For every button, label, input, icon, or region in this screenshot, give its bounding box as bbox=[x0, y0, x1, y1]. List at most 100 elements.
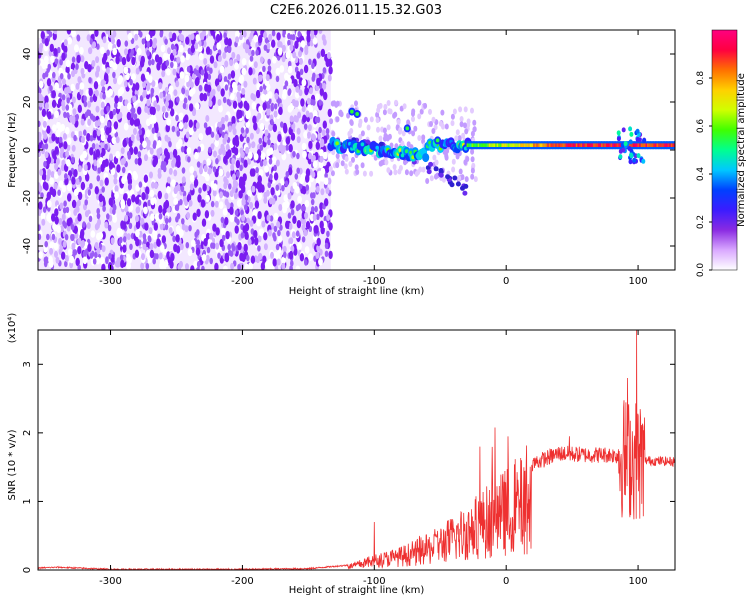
noise-cell bbox=[224, 133, 229, 141]
noise-cell bbox=[76, 54, 81, 64]
noise-cell bbox=[151, 127, 156, 134]
noise-cell bbox=[222, 208, 228, 216]
noise-cell bbox=[213, 150, 217, 158]
noise-cell bbox=[215, 227, 220, 236]
noise-cell bbox=[287, 212, 292, 219]
noise-cell bbox=[127, 32, 133, 41]
noise-cell bbox=[260, 262, 266, 270]
noise-cell bbox=[54, 208, 59, 217]
noise-cell bbox=[66, 97, 70, 104]
signal-halo-cell bbox=[401, 130, 406, 137]
steady-band-core bbox=[479, 143, 482, 147]
noise-cell bbox=[113, 177, 118, 185]
noise-cell bbox=[141, 192, 146, 201]
noise-cell bbox=[240, 209, 244, 216]
noise-cell bbox=[227, 73, 232, 80]
disturbance-cell bbox=[642, 138, 647, 144]
noise-cell bbox=[161, 70, 166, 78]
noise-cell bbox=[106, 49, 110, 56]
noise-cell bbox=[51, 133, 56, 142]
noise-cell bbox=[116, 101, 122, 110]
noise-cell bbox=[124, 214, 129, 222]
noise-cell bbox=[66, 30, 72, 35]
noise-cell bbox=[320, 48, 326, 58]
noise-cell bbox=[244, 231, 249, 240]
noise-cell bbox=[312, 192, 316, 199]
noise-cell bbox=[149, 171, 153, 179]
disturbance-cell bbox=[623, 141, 628, 147]
noise-cell bbox=[159, 223, 164, 231]
noise-cell bbox=[42, 72, 46, 80]
noise-cell bbox=[210, 209, 215, 217]
noise-cell bbox=[290, 245, 295, 253]
noise-cell bbox=[114, 95, 119, 104]
noise-cell bbox=[165, 151, 170, 160]
signal-halo-cell bbox=[472, 126, 477, 133]
steady-band-core bbox=[598, 143, 601, 147]
noise-cell bbox=[95, 149, 101, 158]
noise-cell bbox=[287, 65, 293, 74]
noise-cell bbox=[206, 158, 212, 166]
noise-cell bbox=[187, 156, 191, 163]
snr-y-axis-label: SNR (10 * v/v) bbox=[7, 429, 18, 500]
signal-halo-cell bbox=[351, 156, 355, 163]
noise-cell bbox=[182, 190, 187, 197]
noise-cell bbox=[284, 200, 290, 209]
noise-cell bbox=[164, 38, 168, 45]
noise-cell bbox=[57, 189, 61, 196]
noise-cell bbox=[230, 163, 235, 171]
noise-cell bbox=[234, 209, 239, 217]
noise-cell bbox=[50, 55, 55, 63]
noise-cell bbox=[324, 198, 329, 207]
noise-cell bbox=[172, 61, 178, 69]
noise-cell bbox=[265, 189, 270, 197]
noise-cell bbox=[71, 56, 76, 63]
noise-cell bbox=[221, 234, 226, 242]
noise-cell bbox=[88, 47, 92, 55]
noise-cell bbox=[305, 184, 310, 191]
noise-cell bbox=[61, 159, 66, 167]
steady-band-core bbox=[529, 143, 533, 147]
noise-cell bbox=[229, 206, 234, 216]
noise-cell bbox=[39, 169, 44, 176]
noise-cell bbox=[199, 167, 203, 175]
noise-cell bbox=[168, 85, 174, 93]
noise-cell bbox=[322, 38, 327, 46]
noise-cell bbox=[44, 143, 49, 150]
signal-halo-cell bbox=[358, 133, 363, 140]
disturbance-cell bbox=[632, 157, 637, 163]
noise-cell bbox=[214, 78, 220, 87]
noise-cell bbox=[263, 135, 268, 143]
noise-cell bbox=[116, 257, 121, 265]
noise-cell bbox=[281, 55, 286, 63]
noise-cell bbox=[226, 171, 230, 179]
steady-band-core bbox=[525, 143, 528, 147]
noise-cell bbox=[42, 206, 47, 213]
noise-cell bbox=[134, 249, 140, 258]
noise-cell bbox=[156, 104, 161, 112]
disturbance-cell bbox=[628, 159, 633, 165]
noise-cell bbox=[97, 167, 102, 174]
noise-cell bbox=[289, 44, 294, 52]
noise-cell bbox=[71, 199, 77, 209]
signal-halo-cell bbox=[382, 127, 387, 134]
signal-halo-cell bbox=[417, 135, 422, 141]
signal-halo-cell bbox=[369, 170, 374, 177]
noise-cell bbox=[102, 36, 107, 44]
noise-cell bbox=[170, 61, 174, 68]
spectrogram-x-tick-label: 0 bbox=[503, 276, 509, 287]
noise-cell bbox=[299, 68, 304, 76]
noise-cell bbox=[178, 44, 184, 53]
noise-cell bbox=[99, 115, 105, 124]
noise-cell bbox=[176, 56, 181, 64]
noise-cell bbox=[237, 84, 242, 92]
noise-cell bbox=[203, 122, 208, 129]
noise-cell bbox=[59, 202, 64, 210]
noise-cell bbox=[324, 250, 329, 257]
noise-cell bbox=[114, 131, 119, 138]
noise-cell bbox=[46, 125, 51, 134]
noise-cell bbox=[160, 44, 166, 53]
noise-cell bbox=[299, 253, 305, 262]
noise-cell bbox=[171, 179, 176, 187]
noise-cell bbox=[203, 165, 208, 173]
